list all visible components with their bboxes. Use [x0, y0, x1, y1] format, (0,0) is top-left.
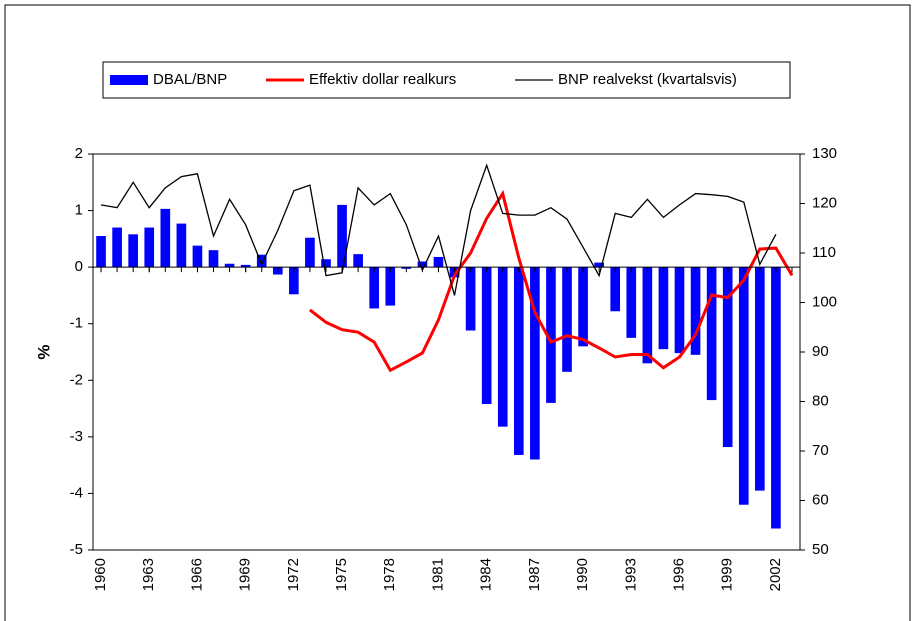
x-tick-label: 1969 [237, 558, 254, 591]
bar [385, 267, 396, 306]
y-axis-label: % [34, 344, 53, 359]
bar [289, 267, 299, 295]
y2-tick-label: 120 [812, 194, 837, 211]
bar [706, 267, 717, 401]
bar [626, 267, 637, 338]
bar [305, 237, 315, 268]
bar [128, 234, 138, 268]
bar [771, 267, 781, 529]
legend-box [102, 61, 791, 99]
bar [513, 267, 524, 455]
bar [353, 254, 363, 268]
bar [176, 223, 187, 268]
bar [112, 227, 122, 268]
bar [337, 204, 347, 268]
y2-tick-label: 130 [812, 145, 837, 162]
y2-tick-label: 80 [812, 392, 829, 409]
bar [497, 267, 508, 427]
frame [4, 4, 911, 621]
bar [722, 267, 733, 448]
bar [449, 267, 460, 278]
y-tick-label: 0 [75, 258, 83, 275]
bar [674, 267, 685, 354]
x-tick-label: 1972 [285, 558, 302, 591]
bar [465, 267, 476, 331]
bar [256, 254, 267, 268]
y-tick-label: 1 [75, 202, 83, 219]
bar [433, 256, 444, 268]
x-tick-label: 1966 [188, 558, 205, 591]
x-tick-label: 1978 [381, 558, 398, 591]
line [100, 163, 777, 296]
bar [417, 261, 428, 268]
x-tick-label: 1987 [526, 558, 543, 591]
bar [690, 267, 701, 355]
bar [224, 263, 235, 268]
x-tick-label: 2002 [767, 558, 784, 591]
y2-tick-label: 70 [812, 442, 829, 459]
bar [562, 267, 572, 372]
y2-tick-label: 90 [812, 343, 829, 360]
x-tick-label: 1963 [140, 558, 157, 591]
x-tick-label: 1993 [622, 558, 639, 591]
bar [369, 267, 380, 309]
bar [530, 267, 540, 460]
bar [642, 267, 653, 364]
bar [160, 208, 171, 268]
legend-label: DBAL/BNP [153, 71, 227, 88]
x-tick-label: 1984 [478, 558, 495, 591]
bar [481, 267, 492, 405]
bar [96, 236, 106, 268]
bar [192, 245, 203, 268]
bar [610, 267, 621, 312]
y-tick-label: -1 [70, 315, 83, 332]
legend-label: BNP realvekst (kvartalsvis) [558, 71, 737, 88]
x-tick-label: 1960 [92, 558, 109, 591]
bar [321, 259, 331, 268]
bar [240, 264, 251, 268]
bar [546, 267, 556, 403]
x-tick-label: 1990 [574, 558, 591, 591]
legend-label: Effektiv dollar realkurs [309, 71, 456, 88]
x-tick-label: 1996 [670, 558, 687, 591]
y-tick-label: -3 [70, 428, 83, 445]
bar [208, 250, 219, 268]
x-tick-label: 1981 [429, 558, 446, 591]
bar [755, 267, 765, 491]
y2-tick-label: 50 [812, 541, 829, 558]
legend-swatch [110, 75, 148, 85]
y-tick-label: -2 [70, 371, 83, 388]
bar [578, 267, 588, 347]
x-tick-label: 1975 [333, 558, 350, 591]
y2-tick-label: 100 [812, 293, 837, 310]
bar [658, 267, 669, 350]
x-tick-label: 1999 [719, 558, 736, 591]
y-tick-label: -5 [70, 541, 83, 558]
bar [594, 262, 604, 268]
bar [738, 267, 749, 505]
y-tick-label: 2 [75, 145, 83, 162]
y2-tick-label: 60 [812, 491, 829, 508]
line [308, 189, 794, 373]
bar [144, 227, 155, 268]
y2-tick-label: 110 [812, 244, 836, 261]
y-tick-label: -4 [70, 484, 83, 501]
